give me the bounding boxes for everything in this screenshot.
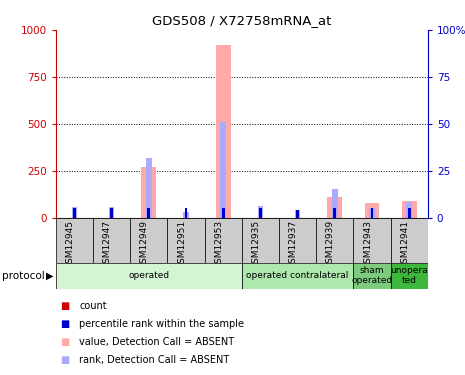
Text: value, Detection Call = ABSENT: value, Detection Call = ABSENT [79,337,234,346]
Bar [167,217,205,262]
Text: sham
operated: sham operated [352,266,392,285]
Bar [406,202,412,217]
Bar [371,208,373,218]
Bar [56,262,242,289]
Text: unopera
ted: unopera ted [391,266,428,285]
Text: ■: ■ [60,337,70,346]
Text: rank, Detection Call = ABSENT: rank, Detection Call = ABSENT [79,355,229,364]
Bar [353,217,391,262]
Text: GSM12937: GSM12937 [289,220,298,269]
Bar [73,208,76,218]
Bar [73,212,76,217]
Title: GDS508 / X72758mRNA_at: GDS508 / X72758mRNA_at [152,15,332,27]
Bar [353,262,391,289]
Bar [258,206,263,218]
Bar [296,210,299,218]
Text: GSM12941: GSM12941 [400,220,409,269]
Bar [333,208,336,218]
Text: operated: operated [128,271,169,280]
Text: GSM12953: GSM12953 [214,220,223,269]
Bar [141,167,156,218]
Bar [110,208,113,218]
Bar [316,217,353,262]
Bar [146,158,152,218]
Text: GSM12949: GSM12949 [140,220,149,269]
Bar [185,208,187,218]
Text: GSM12935: GSM12935 [252,220,260,269]
Bar [222,208,225,218]
Text: GSM12945: GSM12945 [66,220,74,269]
Bar [391,262,428,289]
Text: GSM12951: GSM12951 [177,220,186,269]
Text: GSM12943: GSM12943 [363,220,372,269]
Bar [56,217,93,262]
Text: GSM12939: GSM12939 [326,220,335,269]
Bar [327,197,342,217]
Bar [242,217,279,262]
Bar [402,201,417,217]
Text: operated contralateral: operated contralateral [246,271,349,280]
Bar [296,213,299,217]
Text: count: count [79,301,106,310]
Bar [369,208,375,218]
Bar [391,217,428,262]
Text: protocol: protocol [2,271,45,280]
Bar [220,122,226,218]
Text: percentile rank within the sample: percentile rank within the sample [79,319,244,328]
Bar [332,189,338,217]
Bar [408,208,411,218]
Text: ▶: ▶ [46,271,53,280]
Text: ■: ■ [60,319,70,328]
Bar [147,208,150,218]
Text: ■: ■ [60,355,70,364]
Bar [109,207,114,218]
Bar [259,208,262,218]
Text: ■: ■ [60,301,70,310]
Bar [93,217,130,262]
Bar [72,207,77,218]
Bar [279,217,316,262]
Bar [110,212,113,217]
Text: GSM12947: GSM12947 [103,220,112,269]
Bar [205,217,242,262]
Bar [216,45,231,218]
Bar [365,202,379,217]
Bar [130,217,167,262]
Bar [259,212,262,217]
Bar [183,212,189,217]
Bar [242,262,353,289]
Bar [295,210,300,218]
